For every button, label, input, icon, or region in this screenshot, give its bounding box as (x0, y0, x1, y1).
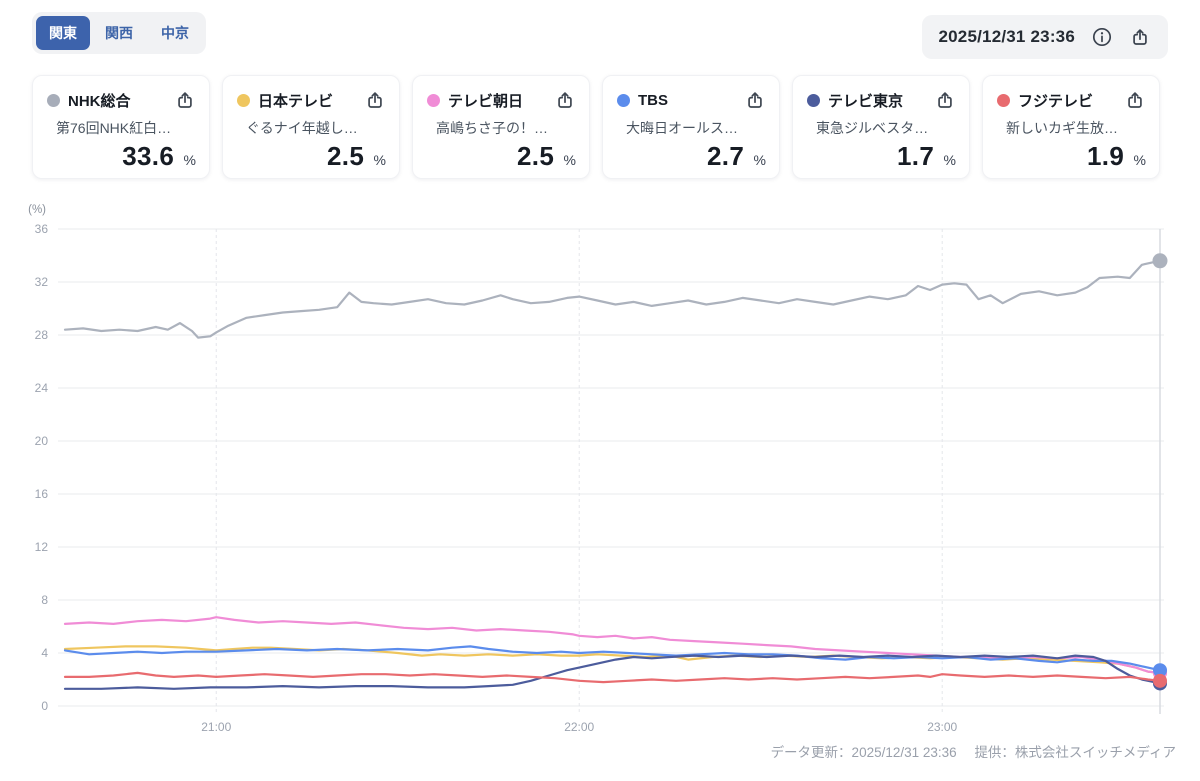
share-icon[interactable] (744, 89, 766, 111)
footer: データ更新：2025/12/31 23:36 提供：株式会社スイッチメディア (757, 741, 1176, 761)
channel-color-dot (47, 93, 60, 107)
share-icon[interactable] (364, 89, 386, 111)
ratings-chart: 0 4 8 12 16 20 24 28 32 36 (%) 21:00 22:00 23:00 (0, 200, 1200, 750)
rating-unit: % (1133, 152, 1146, 168)
channel-card-3[interactable]: テレビ朝日 高嶋ちさ子の！… 2.5 % (412, 75, 590, 179)
info-icon[interactable] (1091, 26, 1113, 48)
rating-value: 2.5 (517, 141, 555, 171)
program-title: 新しいカギ生放… (1006, 120, 1118, 136)
y-tick-label: 16 (35, 487, 49, 501)
rating-unit: % (753, 152, 766, 168)
series-5 (63, 654, 1167, 691)
channel-card-5[interactable]: テレビ東京 東急ジルベスタ… 1.7 % (792, 75, 970, 179)
data-update-text: データ更新：2025/12/31 23:36 (770, 745, 957, 760)
series-end-dot (1153, 673, 1167, 688)
y-tick-label: 4 (41, 646, 48, 660)
share-icon[interactable] (1124, 89, 1146, 111)
rating-value: 2.5 (327, 141, 365, 171)
program-title: ぐるナイ年越し… (246, 120, 358, 136)
channel-card-1[interactable]: NHK総合 第76回NHK紅白… 33.6 % (32, 75, 210, 179)
series-end-dot (1153, 663, 1167, 678)
share-icon[interactable] (1129, 26, 1151, 48)
ratings-chart-svg: 0 4 8 12 16 20 24 28 32 36 (%) 21:00 22:00 23:00 (28, 204, 1168, 734)
channel-card-6[interactable]: フジテレビ 新しいカギ生放… 1.9 % (982, 75, 1160, 179)
series-line (63, 259, 1162, 339)
rating-value: 2.7 (707, 141, 745, 171)
program-title: 高嶋ちさ子の！… (436, 120, 548, 136)
y-tick-label: 8 (41, 593, 48, 607)
timestamp-text: 2025/12/31 23:36 (938, 27, 1075, 46)
rating-unit: % (943, 152, 956, 168)
region-tab-1[interactable]: 関東 (36, 16, 90, 50)
rating-value-row: 1.9 % (997, 141, 1146, 172)
x-tick-label: 22:00 (564, 720, 594, 734)
y-tick-label: 28 (35, 328, 49, 342)
rating-unit: % (183, 152, 196, 168)
channel-name: NHK総合 (68, 92, 131, 110)
y-axis-unit-label: (%) (28, 204, 46, 216)
region-tab-3[interactable]: 中京 (148, 16, 202, 50)
y-grid: 0 4 8 12 16 20 24 28 32 36 (%) (28, 204, 1164, 713)
series-end-dot (1152, 253, 1168, 269)
y-tick-label: 20 (35, 434, 49, 448)
channel-cards: NHK総合 第76回NHK紅白… 33.6 % 日本テレビ ぐるナイ年越し… 2… (32, 75, 1160, 179)
x-grid: 21:00 22:00 23:00 (201, 229, 958, 734)
provider-text: 提供：株式会社スイッチメディア (974, 745, 1176, 760)
program-title: 第76回NHK紅白… (56, 120, 172, 136)
channel-card-4[interactable]: TBS 大晦日オールス… 2.7 % (602, 75, 780, 179)
rating-value-row: 33.6 % (47, 141, 196, 172)
share-icon[interactable] (554, 89, 576, 111)
timestamp-pill: 2025/12/31 23:36 (921, 15, 1168, 59)
channel-color-dot (807, 93, 820, 107)
x-tick-label: 21:00 (201, 720, 231, 734)
rating-value: 1.9 (1087, 141, 1125, 171)
y-tick-label: 36 (35, 222, 49, 236)
series-6 (63, 671, 1167, 688)
rating-value-row: 2.7 % (617, 141, 766, 172)
channel-color-dot (617, 93, 630, 107)
series-line (63, 616, 1162, 674)
rating-unit: % (373, 152, 386, 168)
program-title: 東急ジルベスタ… (816, 120, 929, 136)
channel-card-2[interactable]: 日本テレビ ぐるナイ年越し… 2.5 % (222, 75, 400, 179)
share-icon[interactable] (934, 89, 956, 111)
channel-name: テレビ朝日 (448, 92, 524, 110)
region-tab-2[interactable]: 関西 (92, 16, 146, 50)
rating-value-row: 2.5 % (237, 141, 386, 172)
y-tick-label: 32 (35, 275, 49, 289)
rating-value: 1.7 (897, 141, 935, 171)
program-title: 大晦日オールス… (626, 120, 738, 136)
series-line (63, 654, 1162, 690)
x-tick-label: 23:00 (927, 720, 957, 734)
y-tick-label: 0 (41, 699, 48, 713)
rating-value-row: 1.7 % (807, 141, 956, 172)
channel-name: 日本テレビ (258, 92, 334, 110)
series-line (63, 671, 1162, 684)
channel-name: テレビ東京 (828, 92, 904, 110)
channel-color-dot (997, 93, 1010, 107)
channel-color-dot (427, 93, 440, 107)
rating-value-row: 2.5 % (427, 141, 576, 172)
y-tick-label: 24 (35, 381, 49, 395)
channel-name: TBS (638, 91, 668, 109)
region-tabs: 関東 関西 中京 (32, 12, 206, 54)
rating-value: 33.6 (122, 141, 175, 171)
share-icon[interactable] (174, 89, 196, 111)
series-line (63, 645, 1162, 672)
y-tick-label: 12 (35, 540, 49, 554)
rating-unit: % (563, 152, 576, 168)
series-1 (63, 253, 1168, 339)
channel-name: フジテレビ (1018, 92, 1094, 110)
channel-color-dot (237, 93, 250, 107)
series-4 (63, 645, 1167, 678)
